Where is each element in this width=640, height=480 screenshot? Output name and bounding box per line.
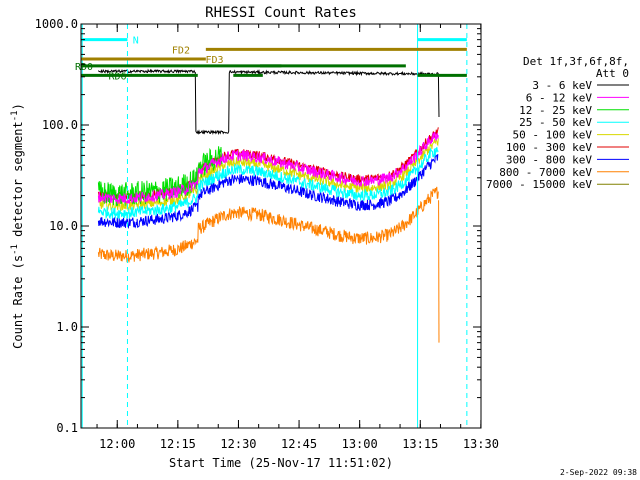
flag-label: RD6 xyxy=(108,71,126,82)
legend-label: 100 - 300 keV xyxy=(506,141,592,154)
legend-header-attenuator: Att 0 xyxy=(596,67,629,80)
legend-header-detectors: Det 1f,3f,6f,8f, xyxy=(523,55,629,68)
flag-label: FD2 xyxy=(172,45,190,56)
x-tick-label: 13:30 xyxy=(463,437,499,451)
series-4 xyxy=(98,138,439,213)
x-tick-label: 13:15 xyxy=(402,437,438,451)
legend-label: 50 - 100 keV xyxy=(513,129,593,142)
x-tick-label: 13:00 xyxy=(342,437,378,451)
plot-area: N FD2 FD3 RD0 RD6 xyxy=(75,24,468,428)
x-tick-label: 12:45 xyxy=(281,437,317,451)
y-tick-label: 100.0 xyxy=(42,118,78,132)
series-0 xyxy=(98,68,440,136)
y-tick-label: 0.1 xyxy=(56,421,78,435)
series-1 xyxy=(97,131,439,205)
y-tick-label: 1000.0 xyxy=(35,17,78,31)
x-tick-label: 12:15 xyxy=(160,437,196,451)
x-axis: 12:00 12:15 12:30 12:45 13:00 13:15 13:30 xyxy=(96,24,499,451)
series-6 xyxy=(97,153,439,230)
chart-title: RHESSI Count Rates xyxy=(205,5,357,21)
legend-label: 25 - 50 keV xyxy=(519,116,592,129)
x-axis-label: Start Time (25-Nov-17 11:51:02) xyxy=(169,456,393,470)
x-tick-label: 12:00 xyxy=(99,437,135,451)
x-tick-label: 12:30 xyxy=(220,437,256,451)
legend-label: 800 - 7000 keV xyxy=(499,166,592,179)
y-tick-label: 1.0 xyxy=(56,320,78,334)
legend-label: 12 - 25 keV xyxy=(519,104,592,117)
flag-label: N xyxy=(133,36,139,47)
y-axis-label: Count Rate (s-1 detector segment-1) xyxy=(10,103,25,349)
timestamp: 2-Sep-2022 09:38 xyxy=(560,468,637,477)
legend-label: 3 - 6 keV xyxy=(532,79,592,92)
y-tick-label: 10.0 xyxy=(49,219,78,233)
legend-label: 300 - 800 keV xyxy=(506,153,592,166)
series-3 xyxy=(97,146,439,220)
series-7 xyxy=(97,186,439,263)
legend-label: 7000 - 15000 keV xyxy=(486,178,592,191)
flag-label: FD3 xyxy=(205,55,223,66)
flag-label: RD0 xyxy=(75,62,93,73)
y-axis: 1000.0 100.0 10.0 1.0 0.1 xyxy=(35,17,481,435)
legend-label: 6 - 12 keV xyxy=(526,91,593,104)
